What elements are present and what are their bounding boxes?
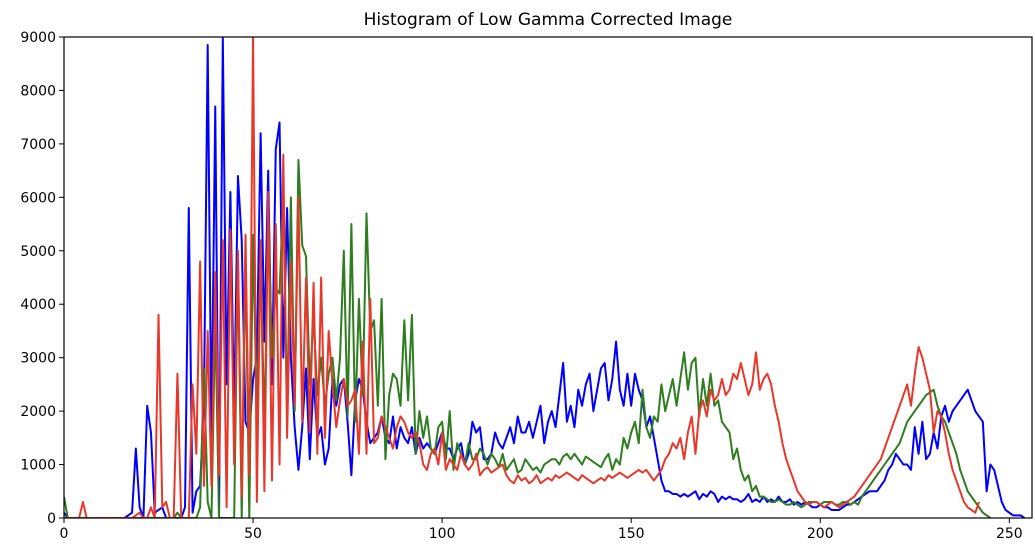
y-tick-label: 4000	[20, 297, 56, 313]
series-line-r	[64, 37, 981, 518]
y-tick-label: 2000	[20, 404, 56, 420]
axes-layer: 0 50 100 150 200 250 0 1000 2000 3000 4000 5000 6000…	[20, 30, 1033, 542]
series-line-b	[64, 37, 1026, 518]
x-tick-label: 150	[618, 526, 645, 542]
x-tick-label: 50	[244, 526, 262, 542]
x-tick-label: 0	[60, 526, 69, 542]
y-tick-label: 0	[47, 511, 56, 527]
x-tick-label: 250	[996, 526, 1023, 542]
y-tick-label: 5000	[20, 244, 56, 260]
y-tick-label: 7000	[20, 137, 56, 153]
x-tick-label: 100	[429, 526, 456, 542]
series-layer	[64, 37, 1026, 518]
chart-title: Histogram of Low Gamma Corrected Image	[364, 10, 733, 30]
y-tick-label: 1000	[20, 458, 56, 474]
y-tick-label: 3000	[20, 351, 56, 367]
y-tick-label: 6000	[20, 190, 56, 206]
y-tick-label: 8000	[20, 83, 56, 99]
plot-frame	[63, 36, 1033, 519]
y-tick-label: 9000	[20, 30, 56, 46]
x-tick-label: 200	[807, 526, 834, 542]
